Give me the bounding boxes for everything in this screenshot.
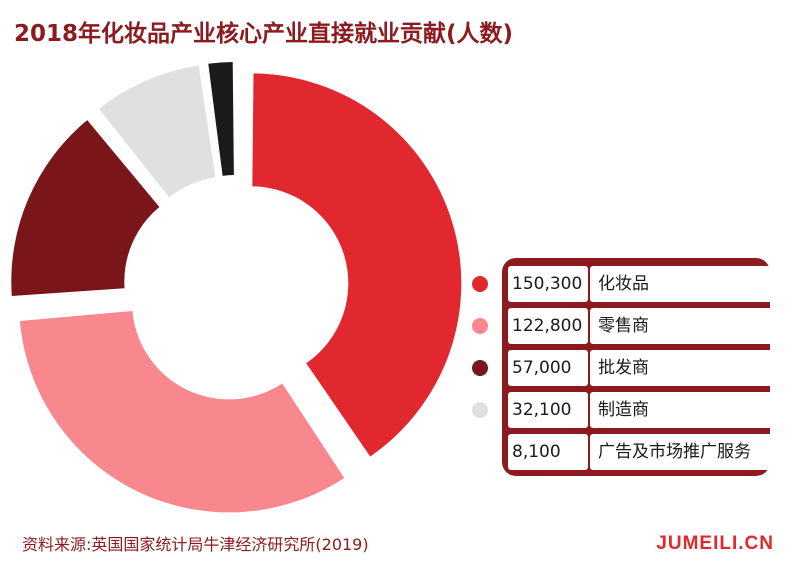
legend-label-cosmetics: 化妆品 <box>590 266 774 302</box>
legend-label-wholesalers: 批发商 <box>590 350 774 386</box>
legend-row-retailers: 122,800 零售商 <box>462 304 774 348</box>
legend-swatch-wholesalers <box>472 360 488 376</box>
legend: 150,300 化妆品 122,800 零售商 57,000 批发商 32,10… <box>462 258 774 480</box>
brand-logo: JUMEILI.CN <box>656 533 774 554</box>
legend-row-cosmetics: 150,300 化妆品 <box>462 262 774 306</box>
legend-row-manufacturers: 32,100 制造商 <box>462 388 774 432</box>
donut-slice-wholesalers <box>11 120 160 296</box>
legend-value-manufacturers: 32,100 <box>508 392 588 428</box>
donut-slice-manufacturers <box>98 65 216 198</box>
legend-row-advertising: 8,100 广告及市场推广服务 <box>462 430 774 474</box>
legend-value-cosmetics: 150,300 <box>508 266 588 302</box>
legend-swatch-manufacturers <box>472 402 488 418</box>
legend-label-manufacturers: 制造商 <box>590 392 774 428</box>
legend-value-wholesalers: 57,000 <box>508 350 588 386</box>
legend-label-advertising: 广告及市场推广服务 <box>590 434 774 470</box>
donut-slice-advertising <box>208 62 234 176</box>
chart-title: 2018年化妆品产业核心产业直接就业贡献(人数) <box>14 21 514 47</box>
legend-label-retailers: 零售商 <box>590 308 774 344</box>
legend-value-retailers: 122,800 <box>508 308 588 344</box>
legend-value-advertising: 8,100 <box>508 434 588 470</box>
legend-row-wholesalers: 57,000 批发商 <box>462 346 774 390</box>
legend-swatch-cosmetics <box>472 276 488 292</box>
donut-slice-cosmetics <box>252 73 462 457</box>
legend-swatch-retailers <box>472 318 488 334</box>
donut-slice-retailers <box>19 311 345 513</box>
source-note: 资料来源:英国国家统计局牛津经济研究所(2019) <box>22 535 369 554</box>
